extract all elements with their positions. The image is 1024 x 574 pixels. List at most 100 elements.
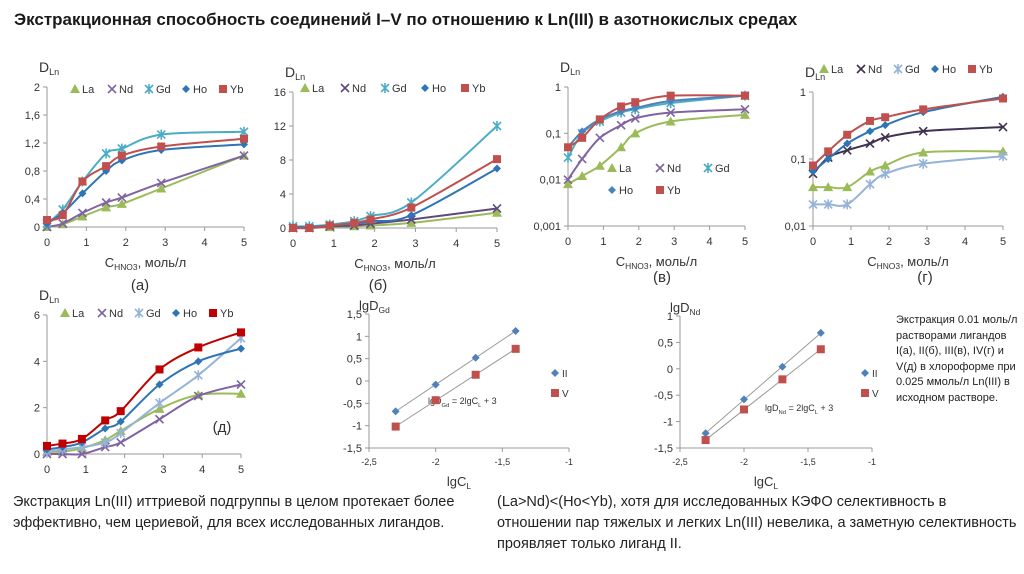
legend-marker bbox=[819, 64, 829, 73]
fit-equation-part: L bbox=[478, 403, 482, 409]
data-point bbox=[843, 139, 852, 148]
chart-7: -1,5-1-0,500,51-2,5 -2 -1,5 -1lgDNdlgCLlgDN… bbox=[654, 300, 879, 491]
data-point bbox=[616, 120, 626, 130]
x-axis-label-part: HNO3 bbox=[877, 261, 901, 271]
y-axis-label-part: Ln bbox=[49, 295, 59, 305]
data-point bbox=[366, 215, 375, 224]
legend-label: Gd bbox=[715, 163, 730, 175]
data-point bbox=[492, 203, 502, 214]
data-point bbox=[58, 218, 68, 229]
legend-label: Nd bbox=[119, 84, 133, 96]
legend-marker bbox=[551, 369, 559, 377]
y-axis-label-part: Nd bbox=[690, 307, 701, 317]
y-tick-label: 2 bbox=[34, 403, 40, 415]
x-tick-label: 5 bbox=[494, 238, 500, 250]
panel-label: (г) bbox=[917, 269, 932, 286]
x-axis-label-part: HNO3 bbox=[625, 261, 649, 271]
legend-item-Yb: Yb bbox=[209, 308, 233, 320]
legend-label: Ho bbox=[942, 64, 956, 76]
y-tick-label: 0 bbox=[34, 449, 40, 461]
y-axis-label-part: D bbox=[39, 287, 49, 303]
data-point bbox=[117, 193, 127, 203]
legend-label: La bbox=[72, 308, 85, 320]
data-point bbox=[116, 407, 125, 416]
data-point bbox=[808, 199, 818, 210]
x-axis-label: CHNO3, моль/л bbox=[616, 254, 698, 271]
legend-item-Gd: Gd bbox=[703, 163, 730, 175]
legend-marker bbox=[861, 369, 869, 377]
x-tick-label: -1 bbox=[868, 457, 876, 467]
legend-item-Yb: Yb bbox=[968, 64, 992, 76]
x-axis-label: lgCL bbox=[447, 474, 472, 491]
data-point bbox=[595, 133, 605, 143]
series-Ho bbox=[43, 140, 248, 228]
x-tick-label: 2 bbox=[636, 236, 642, 248]
data-point bbox=[617, 102, 626, 111]
y-tick-label: 1,2 bbox=[25, 138, 40, 150]
trendline bbox=[395, 330, 516, 412]
y-tick-label: 0,1 bbox=[791, 154, 806, 166]
x-axis-label: CHNO3, моль/л bbox=[867, 254, 949, 271]
data-point bbox=[237, 328, 245, 337]
y-tick-label: 0 bbox=[667, 364, 673, 376]
legend-item-La: La bbox=[60, 308, 85, 320]
legend-item-Gd: Gd bbox=[893, 64, 920, 76]
y-axis-label: lgDNd bbox=[670, 300, 701, 317]
panel-label: (б) bbox=[369, 277, 388, 294]
chart-4: 0,01 0,1 1 0 1 2 3 4 5 DLn CHNO3, моль/л(г) La Nd Gd H… bbox=[785, 64, 1008, 286]
data-point bbox=[880, 132, 890, 142]
data-point bbox=[407, 211, 416, 220]
legend-marker bbox=[107, 84, 117, 94]
data-point bbox=[77, 208, 88, 218]
series-line bbox=[812, 95, 1004, 173]
series-II bbox=[391, 326, 520, 416]
y-tick-label: 1 bbox=[555, 82, 561, 94]
fit-equation-part: Gd bbox=[442, 403, 450, 409]
chart-6: -1,5-1-0,500,511,5-2,5-2-1,5-1lgDGdlgCLl… bbox=[343, 298, 573, 491]
legend-label: II bbox=[872, 369, 878, 380]
chart-3: 0,001 0,01 0,1 1 0 1 2 3 4 5 DLn CHNO3, моль/л(в) La… bbox=[533, 59, 750, 286]
x-tick-label: 4 bbox=[199, 464, 205, 476]
y-tick-label: 1 bbox=[667, 311, 673, 323]
data-point bbox=[778, 362, 787, 371]
y-tick-label: 8 bbox=[280, 155, 286, 167]
y-tick-label: 2 bbox=[34, 82, 40, 94]
data-point bbox=[406, 217, 417, 227]
x-tick-label: 4 bbox=[453, 238, 459, 250]
legend-item-Nd: Nd bbox=[107, 84, 133, 96]
data-point bbox=[595, 115, 604, 124]
legend-marker bbox=[380, 83, 390, 93]
chart-1: 0 0,4 0,8 1,2 1,6 2 0 1 2 3 4 5 DLn CHNO3, моль/л (а) L… bbox=[25, 59, 249, 294]
series-line bbox=[46, 383, 242, 456]
legend-label: Ho bbox=[193, 84, 207, 96]
legend-label: Ho bbox=[432, 83, 446, 95]
data-point bbox=[823, 182, 834, 192]
panel-label: (д) bbox=[213, 419, 232, 436]
data-point bbox=[193, 391, 203, 401]
x-tick-label: 2 bbox=[122, 464, 128, 476]
y-tick-label: 1 bbox=[800, 87, 806, 99]
series-Ho bbox=[564, 91, 749, 152]
data-point bbox=[325, 221, 334, 230]
fit-equation-part: = 2lgC bbox=[449, 396, 478, 406]
data-point bbox=[740, 395, 748, 404]
legend-item-Gd: Gd bbox=[134, 308, 161, 320]
data-point bbox=[823, 199, 833, 210]
legend-item-Ho: Ho bbox=[182, 84, 207, 96]
legend-marker bbox=[209, 309, 217, 317]
legend-label: Ho bbox=[183, 308, 197, 320]
legend-marker bbox=[551, 389, 559, 397]
y-tick-label: 4 bbox=[34, 356, 40, 368]
y-tick-label: 0,01 bbox=[540, 175, 561, 187]
data-point bbox=[880, 160, 891, 170]
legend-marker bbox=[655, 163, 665, 173]
x-tick-label: 5 bbox=[241, 237, 247, 249]
y-tick-label: 0,001 bbox=[533, 221, 561, 233]
data-point bbox=[865, 179, 875, 190]
legend-label: Yb bbox=[667, 185, 680, 197]
data-point bbox=[809, 161, 817, 170]
x-tick-label: 2 bbox=[372, 238, 378, 250]
legend-label: Gd bbox=[392, 83, 407, 95]
data-point bbox=[305, 224, 314, 232]
series-Ho bbox=[809, 92, 1007, 176]
